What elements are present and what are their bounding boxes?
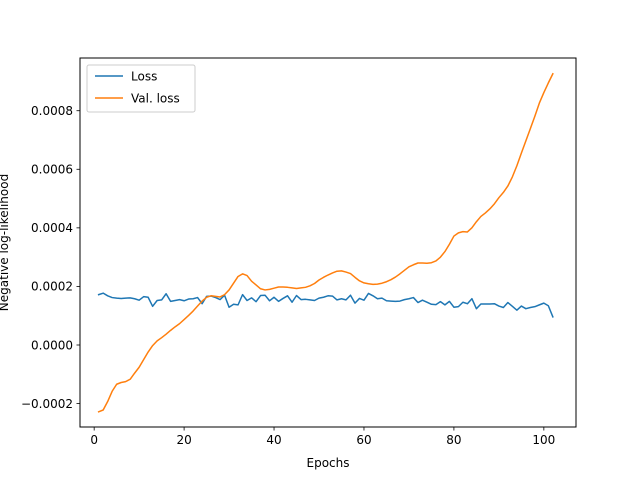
legend: Loss Val. loss (86, 64, 196, 113)
y-axis-label: Negative log-likelihood (0, 174, 11, 311)
x-tick-label: 40 (266, 433, 281, 447)
y-tick-label: 0.0000 (31, 338, 73, 352)
y-tick-label: 0.0004 (31, 221, 73, 235)
y-tick-label: 0.0002 (31, 280, 73, 294)
x-tick-label: 80 (446, 433, 461, 447)
series-line-loss (97, 292, 554, 318)
x-tick-label: 0 (90, 433, 98, 447)
series-group (97, 72, 554, 413)
x-tick-label: 100 (532, 433, 555, 447)
y-tick-label: 0.0008 (31, 104, 73, 118)
x-axis: 0 20 40 60 80 100 (90, 427, 555, 447)
x-tick-label: 60 (356, 433, 371, 447)
y-axis: −0.0002 0.0000 0.0002 0.0004 0.0006 0.0008 (21, 104, 80, 411)
axes-frame (79, 57, 577, 428)
series-line-val-loss (97, 72, 554, 413)
x-tick-label: 20 (176, 433, 191, 447)
legend-label: Val. loss (131, 92, 180, 106)
y-tick-label: −0.0002 (21, 397, 73, 411)
x-axis-label: Epochs (307, 456, 350, 470)
legend-label: Loss (131, 70, 157, 84)
y-tick-label: 0.0006 (31, 163, 73, 177)
